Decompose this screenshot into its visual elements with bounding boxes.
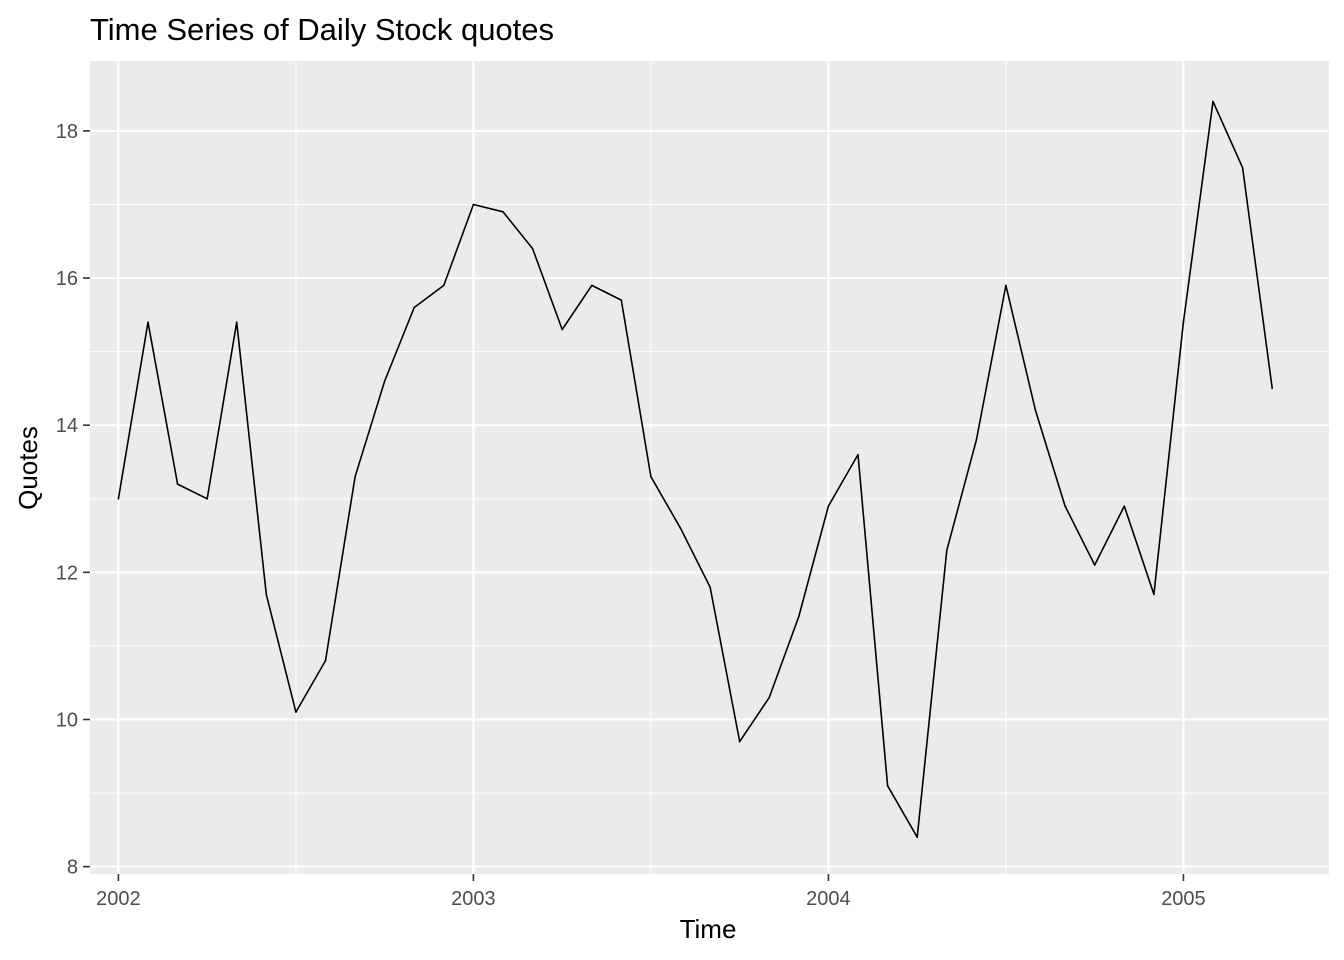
y-axis-title: Quotes xyxy=(13,426,43,510)
data-point xyxy=(502,211,504,213)
data-point xyxy=(1271,387,1273,390)
plot-panel xyxy=(90,61,1329,874)
data-point xyxy=(945,549,948,552)
data-point xyxy=(798,615,800,618)
data-point xyxy=(1153,593,1155,596)
data-point xyxy=(679,527,682,529)
y-tick-label: 14 xyxy=(56,415,78,437)
data-point xyxy=(620,299,623,301)
y-tick-label: 10 xyxy=(56,709,78,731)
data-point xyxy=(1034,409,1037,412)
data-point xyxy=(176,483,179,485)
chart-title: Time Series of Daily Stock quotes xyxy=(90,12,554,47)
x-tick-label: 2002 xyxy=(96,888,141,910)
data-point xyxy=(916,836,918,839)
major-gridlines xyxy=(90,61,1329,874)
data-point xyxy=(561,328,563,331)
x-axis-ticks: 2002 2003 2004 2005 xyxy=(96,874,1206,910)
data-point xyxy=(1123,505,1126,507)
data-point xyxy=(472,203,475,206)
data-point xyxy=(531,247,534,250)
data-point xyxy=(1241,166,1244,169)
data-point xyxy=(768,696,771,699)
data-point xyxy=(147,321,149,323)
data-point xyxy=(1064,505,1066,507)
data-point xyxy=(886,784,889,787)
data-point xyxy=(1005,284,1007,287)
data-point xyxy=(709,586,711,588)
data-point xyxy=(324,659,327,662)
data-point xyxy=(354,475,356,478)
y-tick-label: 12 xyxy=(56,562,78,584)
data-point xyxy=(117,497,120,500)
data-point xyxy=(413,306,416,309)
data-point xyxy=(827,505,830,507)
series-line-quotes xyxy=(117,100,1273,839)
data-point xyxy=(975,439,978,441)
data-point xyxy=(235,321,238,323)
series-layer xyxy=(117,100,1273,839)
data-point xyxy=(857,453,859,456)
x-axis-title: Time xyxy=(680,914,737,944)
y-tick-label: 8 xyxy=(67,857,78,879)
minor-gridlines xyxy=(90,61,1329,874)
data-point xyxy=(738,740,741,743)
data-point xyxy=(265,593,268,596)
data-point xyxy=(1093,564,1096,566)
data-point xyxy=(383,380,386,382)
data-point xyxy=(1212,100,1214,103)
data-point xyxy=(295,711,297,713)
data-point xyxy=(206,497,208,500)
data-point xyxy=(650,475,652,478)
data-point xyxy=(443,284,445,287)
y-tick-label: 18 xyxy=(56,121,78,143)
data-point xyxy=(590,284,593,287)
x-tick-label: 2003 xyxy=(451,888,496,910)
y-tick-label: 16 xyxy=(56,268,78,290)
data-point xyxy=(1182,321,1185,323)
x-tick-label: 2005 xyxy=(1161,888,1206,910)
x-tick-label: 2004 xyxy=(806,888,851,910)
y-axis-ticks: 8 10 12 14 16 18 xyxy=(56,121,90,879)
